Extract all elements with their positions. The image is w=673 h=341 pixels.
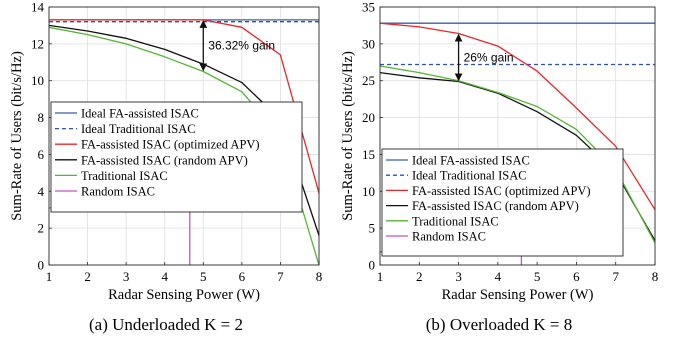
x-tick-label-b: 2 bbox=[416, 269, 423, 284]
y-tick-label-a: 4 bbox=[38, 184, 45, 199]
x-tick-label-b: 8 bbox=[652, 269, 659, 284]
x-tick-label-b: 5 bbox=[534, 269, 541, 284]
y-tick-label-a: 0 bbox=[38, 258, 45, 273]
legend-box-a bbox=[50, 101, 303, 213]
caption-b: (b) Overloaded K = 8 bbox=[426, 315, 572, 334]
legend-label-trad-a: Traditional ISAC bbox=[81, 169, 168, 183]
x-tick-label-a: 2 bbox=[84, 269, 91, 284]
x-axis-label-b: Radar Sensing Power (W) bbox=[442, 287, 594, 303]
x-tick-label-b: 1 bbox=[377, 269, 384, 284]
y-tick-label-a: 10 bbox=[31, 73, 44, 88]
x-tick-label-b: 4 bbox=[495, 269, 502, 284]
y-tick-label-a: 12 bbox=[31, 36, 44, 51]
y-tick-label-a: 6 bbox=[38, 147, 45, 162]
axes-frame-a bbox=[48, 6, 320, 266]
y-tick-label-b: 0 bbox=[369, 258, 376, 273]
legend-label-fa-rand-b: FA-assisted ISAC (random APV) bbox=[412, 199, 579, 213]
chart-panel-b: 1 2 3 4 5 6 7 8 0 5 10 15 20 25 30 35 Radar Sensing Powe… bbox=[340, 0, 658, 334]
y-tick-label-b: 15 bbox=[362, 147, 375, 162]
x-tick-label-a: 5 bbox=[200, 269, 207, 284]
y-tick-label-b: 20 bbox=[362, 110, 375, 125]
series-line-fa-opt-a bbox=[49, 19, 320, 194]
x-tick-label-b: 7 bbox=[612, 269, 619, 284]
x-axis-label-a: Radar Sensing Power (W) bbox=[108, 287, 260, 303]
x-tick-label-b: 6 bbox=[573, 269, 580, 284]
x-tick-label-a: 4 bbox=[161, 269, 168, 284]
y-axis-label-b: Sum-Rate of Users (bit/s/Hz) bbox=[340, 51, 356, 221]
legend-label-fa-opt-b: FA-assisted ISAC (optimized APV) bbox=[412, 184, 591, 198]
y-tick-label-a: 14 bbox=[31, 0, 45, 15]
legend-label-random-a: Random ISAC bbox=[81, 185, 155, 199]
legend-label-fa-opt-a: FA-assisted ISAC (optimized APV) bbox=[81, 138, 260, 152]
legend-label-ideal-trad-a: Ideal Traditional ISAC bbox=[81, 122, 196, 136]
legend-label-ideal-fa-a: Ideal FA-assisted ISAC bbox=[81, 107, 199, 121]
y-axis-label-a: Sum-Rate of Users (bit/s/Hz) bbox=[9, 51, 25, 221]
y-tick-label-b: 35 bbox=[362, 0, 375, 15]
legend-box-b bbox=[381, 148, 624, 257]
x-tick-label-a: 7 bbox=[277, 269, 284, 284]
y-tick-label-b: 10 bbox=[362, 184, 375, 199]
x-tick-label-b: 3 bbox=[455, 269, 462, 284]
gain-annotation-a: 36.32% gain bbox=[208, 39, 275, 53]
y-tick-label-b: 30 bbox=[362, 36, 375, 51]
axes-frame-b bbox=[379, 6, 656, 266]
x-tick-label-a: 3 bbox=[123, 269, 130, 284]
series-line-fa-opt-b bbox=[379, 22, 656, 211]
legend-label-ideal-trad-b: Ideal Traditional ISAC bbox=[412, 169, 527, 183]
legend-label-random-b: Random ISAC bbox=[412, 230, 486, 244]
x-tick-label-a: 8 bbox=[316, 269, 323, 284]
x-tick-label-a: 1 bbox=[46, 269, 53, 284]
legend-label-ideal-fa-b: Ideal FA-assisted ISAC bbox=[412, 154, 530, 168]
y-tick-label-b: 25 bbox=[362, 73, 375, 88]
legend-label-trad-b: Traditional ISAC bbox=[412, 214, 499, 228]
y-tick-label-a: 8 bbox=[38, 110, 45, 125]
y-tick-label-a: 2 bbox=[38, 221, 45, 236]
gain-annotation-b: 26% gain bbox=[464, 50, 514, 64]
legend-label-fa-rand-a: FA-assisted ISAC (random APV) bbox=[81, 153, 248, 167]
caption-a: (a) Underloaded K = 2 bbox=[89, 315, 243, 334]
y-tick-label-b: 5 bbox=[369, 221, 376, 236]
x-tick-label-a: 6 bbox=[239, 269, 246, 284]
